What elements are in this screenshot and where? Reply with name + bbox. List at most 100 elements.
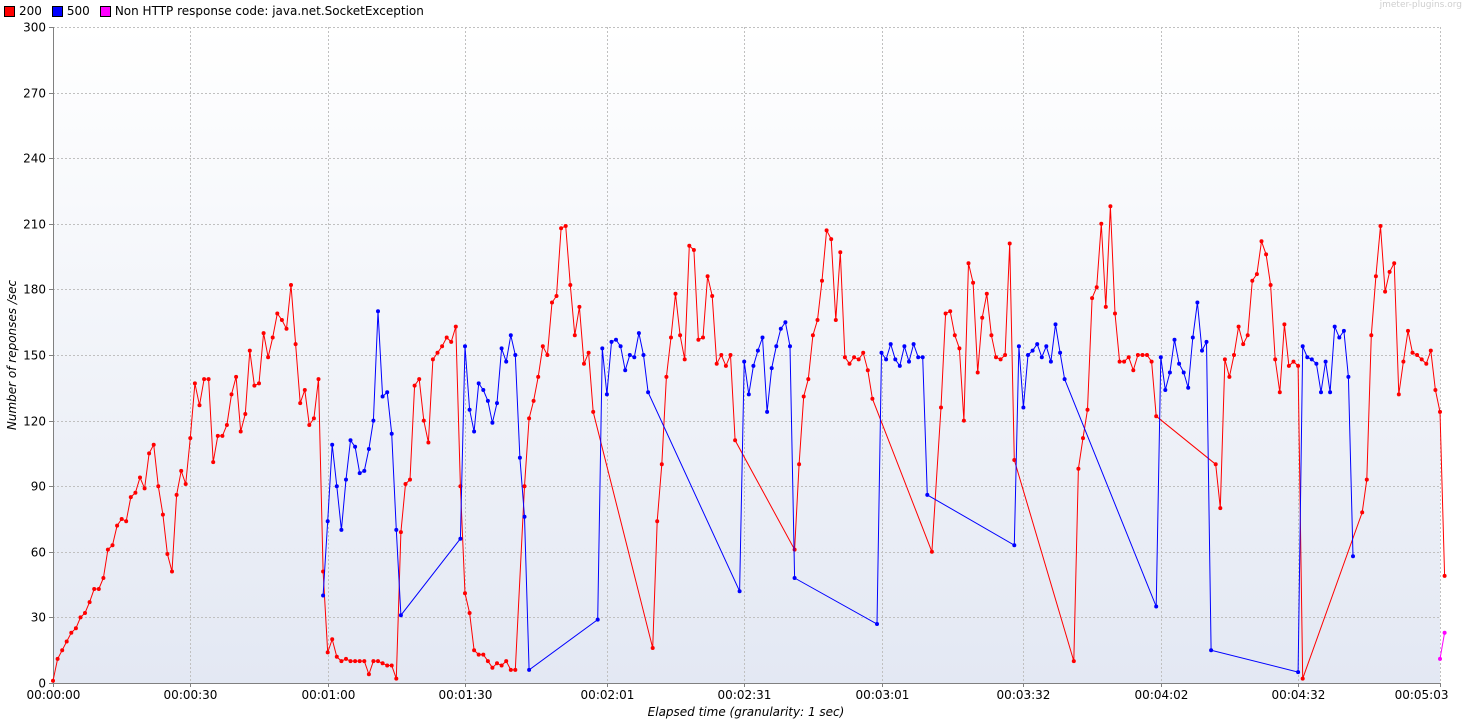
data-point [124,519,129,524]
data-point [870,396,875,401]
data-point [1305,355,1310,360]
data-point [472,429,477,434]
data-point [875,622,879,626]
data-point [430,357,435,362]
data-point [348,659,353,664]
legend: 200 500 Non HTTP response code: java.net… [4,3,434,19]
data-point [586,350,591,355]
data-point [1406,328,1410,333]
data-point [160,512,165,517]
data-point [527,667,532,672]
data-point [774,344,779,349]
data-point [980,315,985,320]
data-point [723,363,728,368]
data-point [472,648,477,653]
data-point [728,353,733,357]
y-tick-label: 150 [23,349,46,363]
data-point [1062,377,1067,382]
data-point [179,468,184,473]
data-point [247,348,252,353]
data-point [1190,335,1195,340]
data-point [916,355,921,360]
data-point [517,455,522,460]
data-point [600,346,605,351]
data-point [1085,407,1090,412]
data-point [1314,361,1319,366]
data-point [975,370,980,375]
data-point [408,477,412,482]
data-point [609,339,614,344]
data-point [815,318,820,322]
data-point [984,291,989,296]
data-point [266,355,271,360]
data-point [1442,630,1447,635]
data-point [389,663,394,668]
y-tick-label: 90 [31,480,46,494]
data-point [508,333,513,338]
data-point [69,630,74,635]
data-point [865,368,870,373]
data-point [376,309,380,314]
data-point [614,337,618,342]
data-point [284,326,289,331]
data-point [481,388,486,392]
data-point [792,576,797,580]
data-point [1259,239,1264,244]
y-tick-label: 300 [23,21,46,35]
data-point [1012,458,1017,462]
data-point [806,377,811,382]
data-point [582,361,586,366]
data-point [957,346,962,351]
data-point [504,659,509,664]
data-point [1319,390,1323,395]
data-point [202,377,207,382]
data-point [321,593,326,598]
legend-item-200: 200 [4,4,42,18]
data-point [1227,374,1232,379]
data-point [188,436,193,441]
x-tick-label: 00:00:30 [164,688,218,702]
data-point [394,676,399,681]
data-point [243,412,248,416]
data-point [719,353,724,357]
data-point [385,390,390,395]
data-point [83,611,87,615]
data-point [1213,462,1218,467]
x-tick-label: 00:03:01 [856,688,910,702]
series-line [1439,632,1446,659]
data-point [604,392,609,397]
data-point [357,471,362,476]
data-point [513,353,518,357]
data-point [939,405,943,410]
data-point [1222,357,1227,362]
data-point [238,429,243,434]
data-point [545,353,550,357]
data-point [1438,409,1442,414]
data-point [1373,274,1378,279]
data-point [1300,344,1305,349]
y-tick-label: 0 [38,677,46,691]
data-point [101,576,106,580]
data-point [792,547,797,552]
data-point [316,377,321,382]
data-point [1181,370,1186,375]
data-point [1103,304,1108,309]
data-point [444,335,449,340]
data-point [458,536,463,541]
data-point [449,339,454,344]
data-point [1071,659,1076,664]
data-point [536,374,541,379]
watermark: jmeter-plugins.org [1379,0,1462,10]
data-point [105,547,110,552]
data-point [1090,296,1095,301]
data-point [1264,252,1269,257]
data-point [641,353,646,357]
data-point [147,451,152,456]
data-point [325,650,330,655]
data-point [257,381,261,386]
data-point [632,355,637,360]
data-point [151,442,156,447]
data-point [1309,357,1314,362]
data-point [842,355,847,360]
data-point [691,248,696,252]
